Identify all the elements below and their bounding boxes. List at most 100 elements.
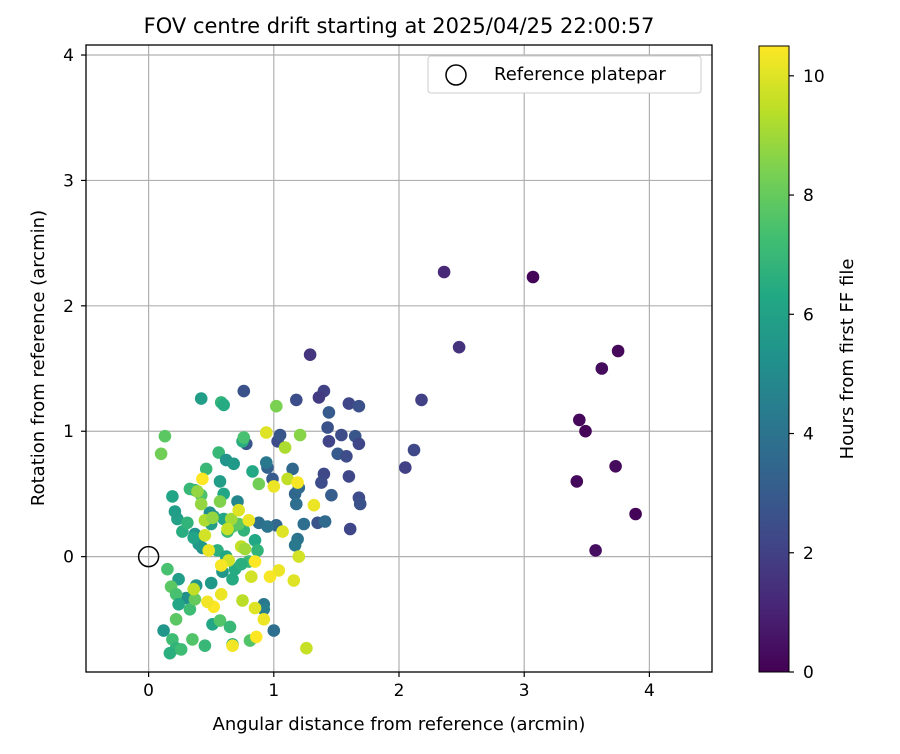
data-point [163, 646, 177, 660]
data-point [342, 470, 356, 483]
data-point [249, 630, 263, 644]
data-point [263, 570, 277, 583]
data-point [198, 639, 212, 652]
data-point [595, 362, 609, 375]
data-point [238, 542, 252, 556]
data-point [232, 503, 245, 517]
data-point [183, 603, 197, 616]
colorbar-ticks: 0 2 4 6 8 10 [789, 67, 825, 683]
colorbar-gradient [758, 45, 790, 673]
data-point [199, 462, 213, 476]
data-point [300, 641, 313, 655]
data-point [181, 516, 194, 530]
data-point [321, 421, 334, 434]
data-point [191, 485, 204, 498]
data-point [237, 431, 251, 444]
data-point [343, 522, 357, 536]
x-tick-label: 2 [394, 681, 405, 701]
data-point [415, 393, 428, 407]
data-point [214, 559, 228, 572]
data-point [526, 270, 540, 284]
x-tick-label: 1 [268, 681, 279, 701]
data-point [257, 613, 271, 626]
data-point [407, 443, 421, 457]
data-point [213, 495, 227, 508]
data-point [322, 435, 336, 448]
data-point [291, 476, 304, 489]
data-point [237, 384, 251, 398]
data-points [154, 265, 642, 660]
data-point [318, 515, 332, 528]
y-tick-label: 3 [63, 171, 74, 191]
data-point [579, 424, 592, 438]
data-point [342, 397, 356, 410]
data-point [276, 525, 289, 538]
data-point [251, 544, 264, 557]
data-point [261, 520, 274, 533]
data-point [226, 572, 239, 586]
data-point [194, 392, 208, 405]
data-point [236, 594, 249, 607]
data-point [174, 643, 188, 656]
data-point [293, 428, 307, 442]
data-point [290, 497, 303, 511]
data-point [292, 550, 306, 563]
data-point [252, 477, 266, 491]
data-point [188, 593, 202, 606]
data-point [201, 595, 214, 609]
data-point [161, 562, 174, 576]
colorbar-tick-label: 2 [803, 544, 814, 564]
data-point [221, 522, 234, 536]
data-point [202, 544, 215, 557]
data-point [352, 399, 366, 413]
chart-title: FOV centre drift starting at 2025/04/25 … [144, 14, 655, 38]
data-point [399, 461, 412, 474]
data-point [286, 462, 299, 476]
y-axis-ticks: 0 1 2 3 4 [63, 46, 86, 568]
data-point [245, 570, 258, 583]
data-point [267, 624, 281, 637]
data-point [629, 507, 642, 521]
data-point [214, 588, 228, 601]
colorbar-tick-label: 8 [803, 186, 814, 206]
data-point [335, 428, 348, 442]
y-tick-label: 4 [63, 46, 74, 66]
data-point [260, 456, 273, 469]
legend-box [427, 55, 702, 94]
data-point [246, 465, 259, 478]
data-point [154, 447, 168, 461]
data-point [187, 531, 200, 545]
data-point [158, 429, 172, 443]
x-tick-label: 4 [644, 681, 655, 701]
legend-marker-icon [445, 64, 467, 86]
colorbar: 0 2 4 6 8 10 Hours from first FF file [758, 45, 858, 683]
data-point [315, 476, 328, 489]
y-tick-label: 0 [63, 548, 74, 568]
data-point [437, 265, 451, 279]
colorbar-tick-label: 0 [803, 663, 814, 683]
data-point [224, 512, 238, 526]
colorbar-tick-label: 10 [803, 67, 825, 87]
y-tick-label: 1 [63, 422, 74, 442]
data-point [611, 344, 625, 358]
data-point [227, 457, 240, 471]
data-point [204, 576, 218, 590]
y-axis-label: Rotation from reference (arcmin) [28, 210, 49, 506]
data-point [168, 505, 182, 518]
x-tick-label: 3 [519, 681, 530, 701]
data-point [194, 497, 208, 511]
data-point [353, 497, 367, 511]
data-point [234, 557, 248, 571]
data-point [589, 544, 602, 557]
x-axis-ticks: 0 1 2 3 4 [143, 672, 655, 701]
data-point [312, 391, 326, 404]
x-tick-label: 0 [143, 681, 154, 701]
data-point [217, 398, 230, 412]
data-point [297, 517, 311, 531]
colorbar-tick-label: 6 [803, 305, 814, 325]
data-point [352, 437, 366, 451]
data-point [248, 555, 262, 568]
colorbar-tick-label: 4 [803, 425, 814, 445]
data-point [248, 601, 262, 615]
data-point [213, 614, 227, 627]
